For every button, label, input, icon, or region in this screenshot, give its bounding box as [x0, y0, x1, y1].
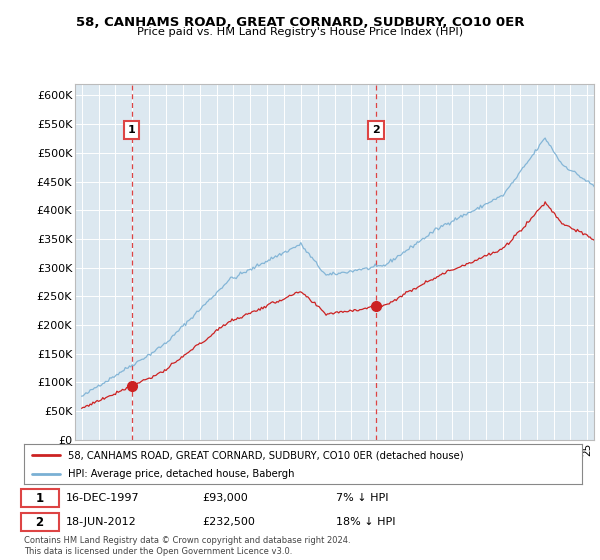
Text: £232,500: £232,500	[203, 517, 256, 527]
Text: 1: 1	[128, 125, 136, 135]
FancyBboxPatch shape	[20, 513, 59, 531]
Text: Contains HM Land Registry data © Crown copyright and database right 2024.
This d: Contains HM Land Registry data © Crown c…	[24, 536, 350, 556]
Text: Price paid vs. HM Land Registry's House Price Index (HPI): Price paid vs. HM Land Registry's House …	[137, 27, 463, 37]
Text: 18-JUN-2012: 18-JUN-2012	[66, 517, 137, 527]
Text: 58, CANHAMS ROAD, GREAT CORNARD, SUDBURY, CO10 0ER: 58, CANHAMS ROAD, GREAT CORNARD, SUDBURY…	[76, 16, 524, 29]
Text: 18% ↓ HPI: 18% ↓ HPI	[337, 517, 396, 527]
Text: £93,000: £93,000	[203, 493, 248, 503]
Text: HPI: Average price, detached house, Babergh: HPI: Average price, detached house, Babe…	[68, 469, 294, 479]
Text: 7% ↓ HPI: 7% ↓ HPI	[337, 493, 389, 503]
Text: 58, CANHAMS ROAD, GREAT CORNARD, SUDBURY, CO10 0ER (detached house): 58, CANHAMS ROAD, GREAT CORNARD, SUDBURY…	[68, 450, 463, 460]
Text: 16-DEC-1997: 16-DEC-1997	[66, 493, 139, 503]
Text: 1: 1	[35, 492, 44, 505]
Text: 2: 2	[372, 125, 380, 135]
FancyBboxPatch shape	[20, 489, 59, 507]
Text: 2: 2	[35, 516, 44, 529]
